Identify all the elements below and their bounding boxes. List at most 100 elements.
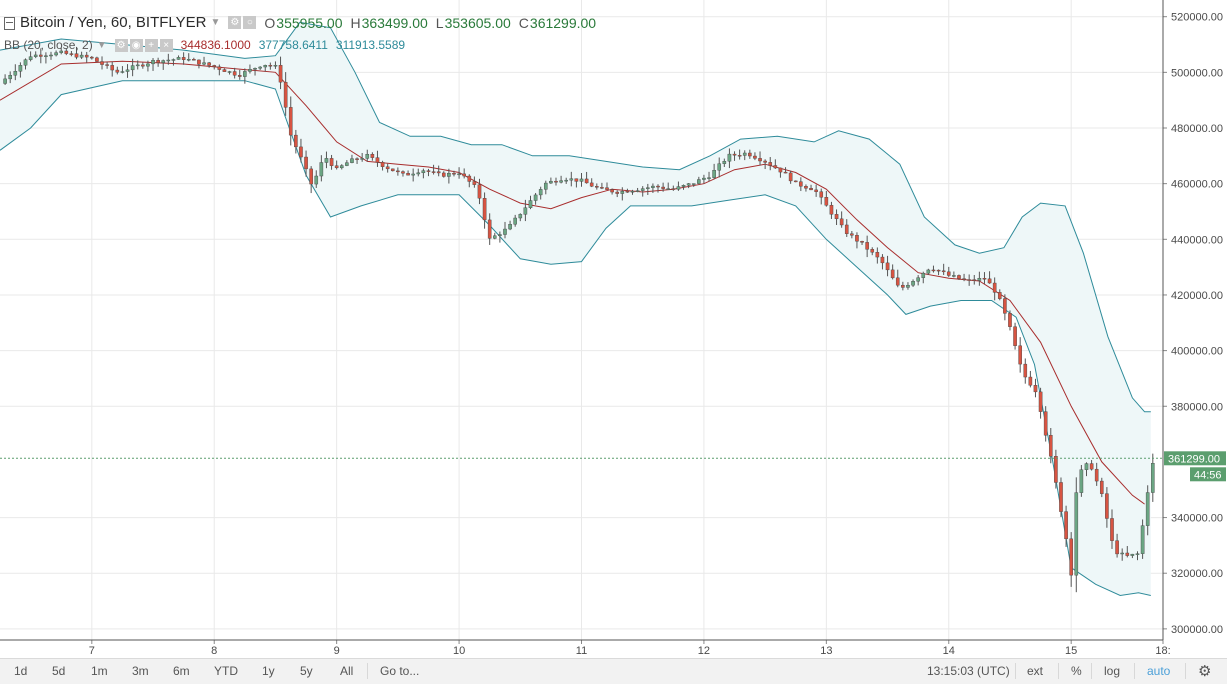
- candle-down: [401, 171, 405, 174]
- candle-down: [768, 162, 773, 166]
- candle-down: [441, 172, 446, 177]
- candle-down: [304, 156, 308, 170]
- goto-button[interactable]: Go to...: [380, 664, 420, 678]
- log-toggle[interactable]: log: [1104, 664, 1121, 678]
- candle-down: [1038, 391, 1043, 412]
- indicator-upper-value: 377758.6411: [258, 38, 328, 52]
- candle-down: [232, 71, 237, 76]
- candle-up: [1084, 463, 1089, 470]
- candle-down: [967, 279, 971, 281]
- candle-up: [508, 224, 512, 230]
- ohlc-low-label: L: [435, 14, 444, 31]
- candle-down: [299, 146, 303, 158]
- bb-band-fill: [0, 22, 1151, 596]
- range-1d-button[interactable]: 1d: [14, 664, 28, 678]
- candle-down: [962, 278, 966, 280]
- indicator-lower-value: 311913.5589: [335, 38, 406, 52]
- range-1m-button[interactable]: 1m: [91, 664, 108, 678]
- bb-upper-line: [0, 21, 1151, 413]
- clock-time[interactable]: 13:15:03 (UTC): [927, 664, 1010, 678]
- range-5y-button[interactable]: 5y: [300, 664, 313, 678]
- candle-down: [1048, 435, 1053, 457]
- toolbar-divider: [1015, 663, 1016, 679]
- candle-down: [957, 275, 961, 279]
- indicator-remove-icon[interactable]: ×: [159, 38, 173, 52]
- ohlc-open-value: 355955.00: [276, 14, 343, 31]
- candle-up: [339, 165, 344, 169]
- candle-up: [59, 50, 64, 53]
- candle-up: [166, 59, 171, 62]
- auto-toggle[interactable]: auto: [1147, 664, 1171, 678]
- candle-up: [533, 194, 538, 201]
- countdown-tag: [1190, 467, 1226, 482]
- candle-up: [952, 275, 956, 277]
- compare-icon[interactable]: ○: [243, 16, 257, 29]
- indicator-name[interactable]: BB (20, close, 2): [4, 38, 93, 52]
- candle-down: [396, 170, 400, 173]
- range-5d-button[interactable]: 5d: [52, 664, 66, 678]
- toolbar-divider: [367, 663, 368, 679]
- indicator-add-icon[interactable]: +: [144, 38, 158, 52]
- candle-up: [926, 269, 931, 274]
- candle-up: [263, 65, 268, 68]
- candle-down: [595, 186, 599, 188]
- symbol-title[interactable]: Bitcoin / Yen, 60, BITFLYER: [20, 14, 207, 31]
- candle-down: [426, 170, 431, 172]
- candle-up: [498, 234, 502, 236]
- candle-up: [712, 169, 716, 178]
- candle-down: [1094, 468, 1099, 482]
- candle-down: [1054, 456, 1058, 483]
- x-tick-label: 15: [1065, 645, 1077, 657]
- range-all-button[interactable]: All: [340, 664, 354, 678]
- candle-up: [646, 187, 650, 189]
- range-ytd-button[interactable]: YTD: [214, 664, 238, 678]
- candle-up: [248, 68, 252, 72]
- series-toggle-icon[interactable]: [4, 17, 15, 30]
- candle-up: [18, 65, 23, 72]
- candle-down: [829, 205, 834, 215]
- price-chart[interactable]: 520000.00 500000.00 480000.00 460000.00 4400…: [0, 0, 1227, 658]
- symbol-legend: Bitcoin / Yen, 60, BITFLYER ▼ ⚙ ○ O 35595…: [4, 14, 596, 31]
- candle-up: [1120, 552, 1124, 555]
- candle-down: [406, 173, 410, 176]
- candle-down: [207, 62, 211, 66]
- candle-up: [1079, 469, 1084, 493]
- candle-down: [890, 269, 895, 279]
- candle-up: [549, 180, 553, 184]
- candle-down: [1064, 511, 1068, 540]
- percent-toggle[interactable]: %: [1071, 664, 1082, 678]
- candle-down: [288, 107, 293, 136]
- x-tick-label: 18:: [1155, 645, 1170, 657]
- candle-up: [151, 60, 155, 65]
- candle-down: [355, 158, 359, 160]
- candle-down: [584, 178, 589, 184]
- settings-icon[interactable]: ⚙: [228, 16, 242, 29]
- indicator-chevron-icon[interactable]: ▼: [96, 39, 107, 51]
- candle-up: [79, 54, 84, 58]
- candle-up: [54, 52, 58, 56]
- candle-up: [125, 69, 130, 72]
- candle-down: [860, 241, 864, 243]
- range-6m-button[interactable]: 6m: [173, 664, 190, 678]
- indicator-settings-icon[interactable]: ⚙: [114, 38, 128, 52]
- candle-down: [370, 154, 375, 158]
- candle-down: [656, 185, 660, 188]
- candle-up: [1130, 553, 1135, 556]
- candle-up: [13, 71, 18, 76]
- candle-up: [906, 284, 910, 288]
- candle-up: [44, 55, 48, 57]
- candle-up: [676, 186, 681, 190]
- candle-down: [487, 219, 492, 239]
- gear-icon[interactable]: ⚙: [1198, 663, 1212, 680]
- range-3m-button[interactable]: 3m: [132, 664, 149, 678]
- candle-up: [202, 62, 206, 65]
- candle-down: [885, 262, 890, 271]
- candle-down: [880, 256, 885, 264]
- candle-up: [911, 281, 915, 286]
- ext-toggle[interactable]: ext: [1027, 664, 1044, 678]
- chevron-down-icon[interactable]: ▼: [210, 17, 221, 28]
- range-1y-button[interactable]: 1y: [262, 664, 275, 678]
- candle-down: [865, 242, 869, 250]
- indicator-eye-icon[interactable]: ◉: [129, 38, 143, 52]
- countdown-label: 44:56: [1194, 469, 1222, 481]
